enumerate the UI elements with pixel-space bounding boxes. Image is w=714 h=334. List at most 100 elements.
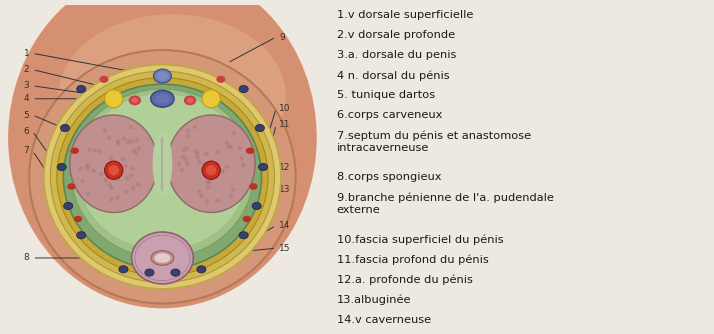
Ellipse shape — [249, 183, 258, 190]
Text: 1.v dorsale superficielle: 1.v dorsale superficielle — [336, 10, 473, 20]
Circle shape — [199, 194, 203, 198]
Circle shape — [208, 162, 213, 167]
Ellipse shape — [57, 78, 268, 276]
Ellipse shape — [59, 14, 286, 177]
Ellipse shape — [57, 163, 66, 171]
Circle shape — [126, 176, 130, 181]
Circle shape — [97, 149, 101, 153]
Circle shape — [129, 125, 133, 130]
Ellipse shape — [243, 216, 251, 222]
Text: 13: 13 — [279, 185, 291, 194]
Text: 14.v caverneuse: 14.v caverneuse — [336, 315, 431, 325]
Circle shape — [215, 150, 219, 154]
Text: 3: 3 — [24, 81, 29, 90]
Circle shape — [231, 187, 236, 192]
Circle shape — [225, 141, 229, 145]
Circle shape — [227, 144, 231, 149]
Text: 2.v dorsale profonde: 2.v dorsale profonde — [336, 30, 455, 40]
Text: 8: 8 — [24, 254, 29, 263]
Text: 6: 6 — [24, 127, 29, 136]
Circle shape — [177, 162, 181, 166]
Circle shape — [121, 157, 126, 162]
Circle shape — [116, 141, 121, 145]
Circle shape — [195, 155, 200, 160]
Text: 11.fascia profond du pénis: 11.fascia profond du pénis — [336, 255, 488, 265]
Circle shape — [134, 151, 139, 156]
Circle shape — [180, 168, 184, 173]
Circle shape — [193, 149, 198, 154]
Text: 4 n. dorsal du pénis: 4 n. dorsal du pénis — [336, 70, 449, 80]
Circle shape — [228, 145, 233, 149]
Ellipse shape — [67, 183, 76, 190]
Circle shape — [221, 169, 225, 173]
Circle shape — [238, 146, 242, 150]
Circle shape — [202, 90, 220, 108]
Circle shape — [131, 185, 136, 190]
Text: 3.a. dorsale du penis: 3.a. dorsale du penis — [336, 50, 456, 60]
Text: 14: 14 — [279, 221, 291, 230]
Ellipse shape — [239, 86, 248, 93]
Text: 12.a. profonde du pénis: 12.a. profonde du pénis — [336, 275, 473, 285]
Ellipse shape — [61, 125, 69, 132]
Circle shape — [224, 164, 229, 169]
Ellipse shape — [76, 232, 86, 239]
Circle shape — [228, 194, 233, 198]
Circle shape — [136, 146, 141, 151]
Circle shape — [109, 156, 113, 161]
Ellipse shape — [129, 96, 141, 105]
Ellipse shape — [167, 115, 255, 212]
Ellipse shape — [71, 89, 253, 258]
Ellipse shape — [76, 86, 86, 93]
Circle shape — [181, 148, 186, 153]
Circle shape — [206, 179, 210, 184]
Text: 13.albuginée: 13.albuginée — [336, 295, 411, 305]
Ellipse shape — [145, 269, 154, 276]
Circle shape — [124, 190, 129, 194]
Circle shape — [105, 161, 123, 179]
Text: 5. tunique dartos: 5. tunique dartos — [336, 90, 435, 100]
Text: 2: 2 — [24, 65, 29, 74]
Ellipse shape — [184, 96, 196, 105]
Ellipse shape — [216, 76, 226, 83]
Ellipse shape — [153, 131, 172, 196]
Circle shape — [131, 149, 136, 153]
Circle shape — [99, 172, 104, 176]
Ellipse shape — [256, 125, 264, 132]
Ellipse shape — [151, 90, 174, 107]
Circle shape — [109, 165, 119, 175]
Ellipse shape — [186, 98, 193, 103]
Circle shape — [116, 139, 120, 144]
Text: 5: 5 — [24, 111, 29, 120]
Text: 8.corps spongieux: 8.corps spongieux — [336, 172, 441, 182]
Circle shape — [86, 165, 90, 170]
Ellipse shape — [64, 202, 73, 209]
Ellipse shape — [258, 163, 268, 171]
Circle shape — [104, 178, 108, 182]
Text: 9.branche pénienne de l'a. pudendale
externe: 9.branche pénienne de l'a. pudendale ext… — [336, 192, 553, 215]
Circle shape — [186, 134, 191, 138]
Circle shape — [91, 169, 96, 173]
Ellipse shape — [151, 250, 174, 265]
Ellipse shape — [99, 76, 109, 83]
Text: 10: 10 — [279, 104, 291, 113]
Ellipse shape — [51, 71, 274, 282]
Circle shape — [135, 138, 139, 142]
Circle shape — [107, 136, 111, 140]
Ellipse shape — [8, 0, 317, 308]
Text: 7: 7 — [24, 146, 29, 155]
Circle shape — [79, 166, 83, 171]
Ellipse shape — [154, 253, 171, 263]
Circle shape — [205, 171, 210, 175]
Text: 12: 12 — [279, 163, 291, 171]
Ellipse shape — [252, 202, 261, 209]
Circle shape — [183, 157, 188, 162]
Circle shape — [108, 183, 112, 187]
Ellipse shape — [157, 72, 168, 80]
Ellipse shape — [197, 266, 206, 273]
Circle shape — [126, 140, 131, 144]
Ellipse shape — [78, 94, 247, 250]
Circle shape — [197, 189, 201, 194]
Text: 7.septum du pénis et anastomose
intracaverneuse: 7.septum du pénis et anastomose intracav… — [336, 130, 531, 153]
Text: 11: 11 — [279, 120, 291, 129]
Circle shape — [109, 197, 114, 202]
